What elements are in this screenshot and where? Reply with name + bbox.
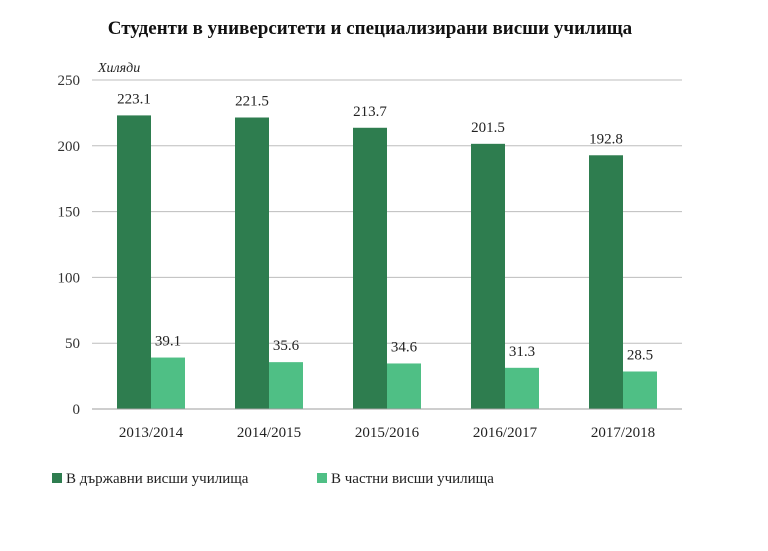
x-tick-label: 2015/2016 — [355, 425, 420, 441]
bar — [269, 362, 303, 409]
data-label: 31.3 — [509, 344, 535, 360]
data-label: 39.1 — [155, 334, 181, 350]
bar — [387, 363, 421, 409]
y-tick-label: 50 — [65, 336, 80, 352]
chart-title: Студенти в университети и специализирани… — [107, 18, 633, 39]
y-tick-label: 100 — [58, 270, 81, 286]
y-axis: 0 50 100 150 200 250 — [58, 73, 81, 418]
x-axis: 2013/2014 2014/2015 2015/2016 2016/2017 2017… — [92, 408, 682, 441]
bar — [505, 367, 539, 409]
legend-label: В частни висши училища — [331, 471, 494, 487]
bar — [117, 115, 151, 410]
data-label: 28.5 — [627, 347, 653, 363]
y-tick-label: 0 — [73, 402, 81, 418]
data-label: 201.5 — [471, 120, 505, 136]
bar — [589, 155, 623, 409]
y-unit-label: Хиляди — [97, 61, 140, 76]
bar — [151, 357, 185, 409]
data-label: 35.6 — [273, 338, 300, 354]
bar — [235, 117, 269, 410]
y-tick-label: 200 — [58, 139, 81, 155]
bar — [471, 143, 505, 410]
x-tick-label: 2016/2017 — [473, 425, 538, 441]
legend-swatch — [52, 473, 62, 483]
y-tick-label: 250 — [58, 73, 81, 89]
y-tick-label: 150 — [58, 205, 81, 221]
bar — [353, 127, 387, 409]
data-label: 221.5 — [235, 94, 269, 110]
legend: В държавни висши училища В частни висши у… — [52, 471, 494, 487]
bar — [623, 371, 657, 409]
x-tick-label: 2017/2018 — [591, 425, 655, 441]
data-label: 223.1 — [117, 91, 151, 107]
legend-label: В държавни висши училища — [66, 471, 249, 487]
data-label: 213.7 — [353, 104, 387, 120]
bars: 223.1 39.1 221.5 35.6 213.7 34.6 201.5 31.3 192.… — [117, 91, 657, 410]
legend-swatch — [317, 473, 327, 483]
x-tick-label: 2013/2014 — [119, 425, 184, 441]
x-tick-label: 2014/2015 — [237, 425, 301, 441]
data-label: 192.8 — [589, 131, 623, 147]
data-label: 34.6 — [391, 339, 418, 355]
